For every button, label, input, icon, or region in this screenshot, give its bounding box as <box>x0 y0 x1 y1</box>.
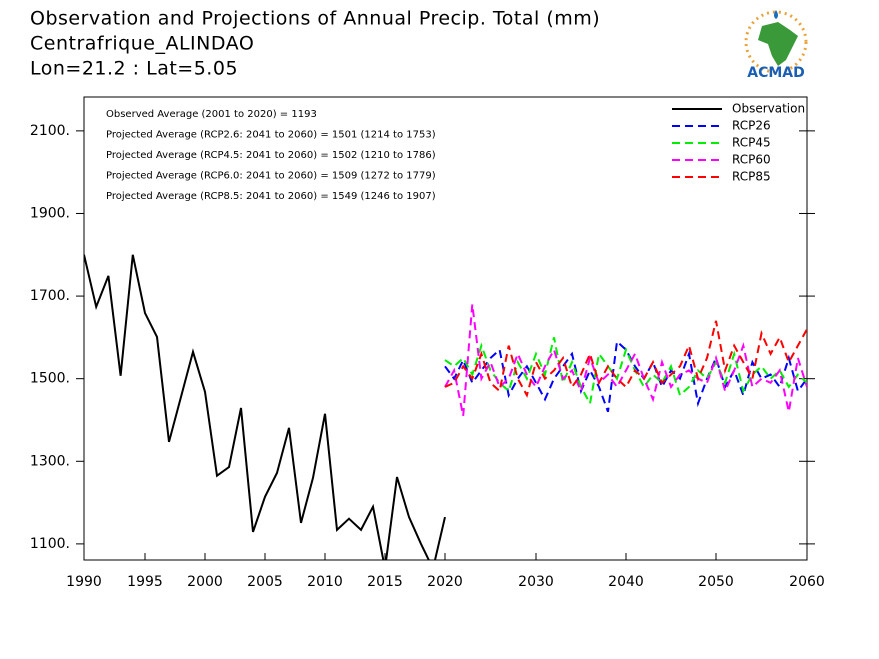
x-tick-label: 2010 <box>307 574 343 590</box>
series-line <box>444 337 807 407</box>
x-tick-label: 2015 <box>367 574 403 590</box>
legend-label: RCP85 <box>732 170 771 184</box>
series-line <box>84 254 446 560</box>
legend-label: RCP26 <box>732 119 771 133</box>
y-tick-label: 1700. <box>30 288 70 304</box>
annotation: Projected Average (RCP6.0: 2041 to 2060)… <box>106 171 436 182</box>
x-tick-label: 2005 <box>247 574 283 590</box>
logo-text: ACMAD <box>747 65 805 81</box>
location: Lon=21.2 : Lat=5.05 <box>30 58 238 80</box>
y-tick-label: 2100. <box>30 123 70 139</box>
logo: ACMAD <box>744 10 808 81</box>
series-group <box>84 254 807 560</box>
x-tick-label: 2000 <box>187 574 223 590</box>
annotation: Observed Average (2001 to 2020) = 1193 <box>106 109 317 120</box>
logo-africa <box>758 22 798 66</box>
x-tick-label: 2040 <box>608 574 644 590</box>
annotation: Projected Average (RCP4.5: 2041 to 2060)… <box>106 150 436 161</box>
x-tick-label: 2050 <box>698 574 734 590</box>
legend-label: Observation <box>732 102 805 116</box>
logo-ring <box>744 10 808 74</box>
y-tick-label: 1300. <box>30 453 70 469</box>
legend-label: RCP45 <box>732 136 771 150</box>
legend-label: RCP60 <box>732 153 771 167</box>
x-tick-label: 1990 <box>66 574 102 590</box>
x-tick-label: 2030 <box>518 574 554 590</box>
x-tick-label: 1995 <box>127 574 163 590</box>
x-tick-label: 2020 <box>427 574 463 590</box>
series-line <box>444 339 807 413</box>
chart-subtitle: Centrafrique_ALINDAO <box>30 33 254 55</box>
series-line <box>444 304 807 417</box>
series-line <box>444 320 807 398</box>
annotation: Projected Average (RCP2.6: 2041 to 2060)… <box>106 130 436 141</box>
y-tick-label: 1100. <box>30 536 70 552</box>
annotation: Projected Average (RCP8.5: 2041 to 2060)… <box>106 191 436 202</box>
x-tick-label: 2060 <box>789 574 825 590</box>
chart-title: Observation and Projections of Annual Pr… <box>30 8 600 30</box>
logo-drop <box>774 10 778 19</box>
y-tick-label: 1900. <box>30 205 70 221</box>
y-tick-label: 1500. <box>30 371 70 387</box>
